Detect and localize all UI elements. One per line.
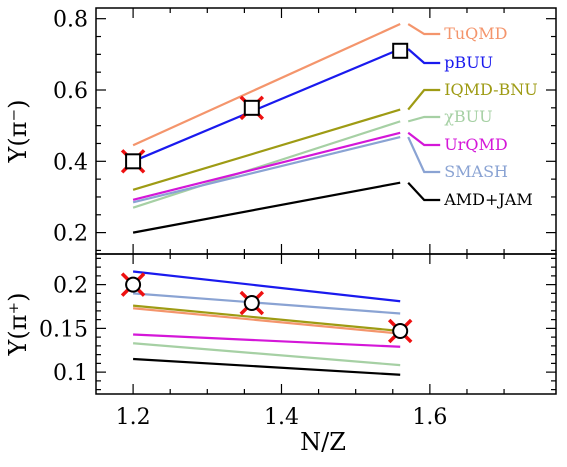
bottom-xlabel: N/Z xyxy=(300,428,346,456)
top-series-line-iqmdbnu xyxy=(132,108,401,191)
bottom-xtick-label: 1.4 xyxy=(264,405,299,430)
top-ytick-label: 0.2 xyxy=(53,222,88,247)
legend-item-smash-label: SMASH xyxy=(444,162,508,181)
legend-item-pbuu-line xyxy=(407,48,441,65)
legend-item-tuqmd-label: TuQMD xyxy=(444,24,507,43)
legend-item-amdjam-label: AMD+JAM xyxy=(443,190,533,209)
bottom-series-line-buu xyxy=(133,342,401,367)
bottom-ytick-label: 0.2 xyxy=(53,274,88,299)
bottom-xtick-label: 1.2 xyxy=(116,405,151,430)
top-ytick-label: 0.4 xyxy=(53,150,88,175)
bottom-ytick-label: 0.15 xyxy=(39,317,88,342)
bottom-series-line-iqmdbnu xyxy=(132,304,401,333)
top-ytick-label: 0.6 xyxy=(53,79,88,104)
bottom-series-line-pbuu xyxy=(132,270,401,303)
legend-item-urqmd-label: UrQMD xyxy=(444,135,507,154)
bottom-marker-circle xyxy=(125,276,142,293)
bottom-marker-circle xyxy=(243,295,260,311)
bottom-panel-frame xyxy=(95,253,557,395)
top-series-line-pbuu xyxy=(132,47,401,163)
bottom-series-line-tuqmd xyxy=(132,307,401,335)
top-series-line-smash xyxy=(132,135,401,204)
top-series-line-amdjam xyxy=(132,181,401,234)
legend-item-smash-line xyxy=(407,136,441,174)
bottom-series-line-smash xyxy=(133,292,401,315)
top-series-line-buu xyxy=(132,120,401,209)
legend-item-pbuu-label: pBUU xyxy=(444,53,493,72)
top-series-line-urqmd xyxy=(132,131,401,201)
legend-item-iqmdbnu-line xyxy=(407,88,441,111)
bottom-series-line-amdjam xyxy=(133,357,401,376)
bottom-xtick-label: 1.6 xyxy=(412,405,447,430)
bottom-ylabel: Y(π⁺) xyxy=(4,292,32,356)
legend-item-iqmdbnu-label: IQMD-BNU xyxy=(444,80,538,99)
legend-item-urqmd-line xyxy=(407,131,441,147)
top-marker-square xyxy=(125,153,142,170)
bottom-ytick-label: 0.1 xyxy=(53,361,88,386)
top-ylabel: Y(π⁻) xyxy=(4,99,32,163)
bottom-series-line-urqmd xyxy=(133,333,401,348)
bottom-marker-circle xyxy=(392,323,409,339)
legend-item-buu-label: χBUU xyxy=(444,107,492,126)
top-ytick-label: 0.8 xyxy=(53,8,88,33)
legend-item-amdjam-line xyxy=(407,181,441,202)
top-marker-square xyxy=(392,42,409,59)
top-marker-square xyxy=(243,99,260,116)
top-series-line-tuqmd xyxy=(132,23,401,147)
legend-item-tuqmd-line xyxy=(407,23,441,36)
legend-item-buu-line xyxy=(407,115,441,123)
